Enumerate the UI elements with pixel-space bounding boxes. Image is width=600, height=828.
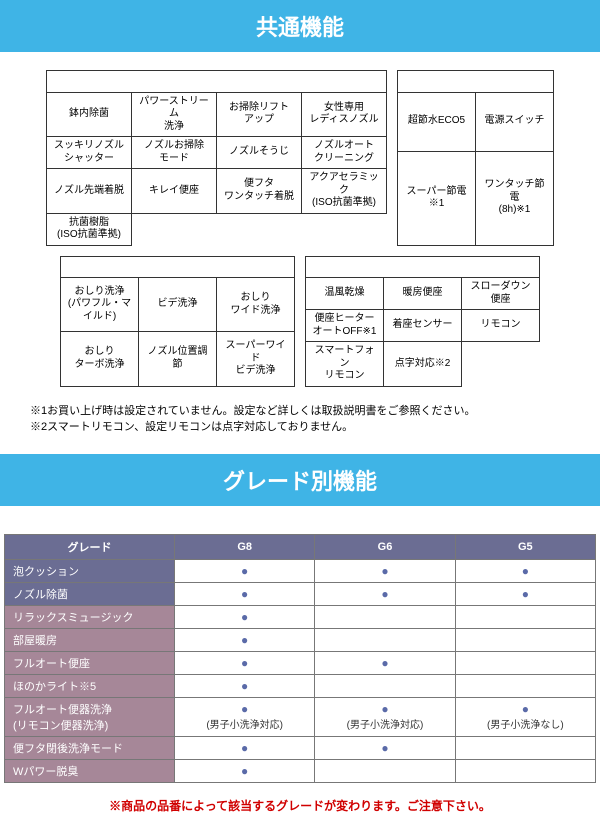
feature-cell: ノズルお掃除モード bbox=[132, 137, 217, 169]
kaiteki-header: 快適機能 bbox=[306, 256, 540, 278]
grade-cell bbox=[315, 605, 455, 628]
feature-cell bbox=[462, 342, 540, 387]
feature-cell: ノズル位置調節 bbox=[139, 332, 217, 386]
feature-cell: スマートフォンリモコン bbox=[306, 342, 384, 387]
senjou-table: 洗浄機能おしり洗浄(パワフル・マイルド)ビデ洗浄おしりワイド洗浄おしりターボ洗浄… bbox=[60, 256, 295, 387]
grade-row-label: 泡クッション bbox=[5, 559, 175, 582]
mid-tables-row: 洗浄機能おしり洗浄(パワフル・マイルド)ビデ洗浄おしりワイド洗浄おしりターボ洗浄… bbox=[0, 256, 600, 387]
feature-cell: おしり洗浄(パワフル・マイルド) bbox=[61, 278, 139, 332]
feature-cell: ノズル先端着脱 bbox=[47, 169, 132, 214]
feature-cell: 着座センサー bbox=[384, 310, 462, 342]
feature-cell: アクアセラミック(ISO抗菌準拠) bbox=[302, 169, 387, 214]
section2-title: グレード別機能 bbox=[0, 454, 600, 506]
feature-cell: ワンタッチ節電(8h)※1 bbox=[476, 151, 554, 245]
feature-cell: お掃除リフトアップ bbox=[217, 92, 302, 137]
grade-table: グレードG8G6G5 泡クッション●●●ノズル除菌●●●リラックスミュージック●… bbox=[4, 534, 596, 783]
grade-cell bbox=[455, 651, 595, 674]
grade-cell: ● bbox=[175, 759, 315, 782]
grade-cell: ● bbox=[175, 605, 315, 628]
feature-cell: 暖房便座 bbox=[384, 278, 462, 310]
grade-row-label: 便フタ閉後洗浄モード bbox=[5, 736, 175, 759]
grade-cell bbox=[455, 605, 595, 628]
grade-table-wrap: グレードG8G6G5 泡クッション●●●ノズル除菌●●●リラックスミュージック●… bbox=[0, 524, 600, 789]
grade-cell bbox=[455, 628, 595, 651]
feature-cell: スローダウン便座 bbox=[462, 278, 540, 310]
feature-cell: おしりターボ洗浄 bbox=[61, 332, 139, 386]
grade-cell: ●(男子小洗浄対応) bbox=[175, 697, 315, 736]
feature-cell: おしりワイド洗浄 bbox=[217, 278, 295, 332]
feature-cell: 女性専用レディスノズル bbox=[302, 92, 387, 137]
grade-cell: ● bbox=[315, 582, 455, 605]
grade-cell: ● bbox=[315, 651, 455, 674]
kirei-header: キレイ機能 bbox=[47, 71, 387, 93]
feature-cell: キレイ便座 bbox=[132, 169, 217, 214]
feature-cell: リモコン bbox=[462, 310, 540, 342]
feature-cell: 便座ヒーターオートOFF※1 bbox=[306, 310, 384, 342]
feature-cell: 温風乾燥 bbox=[306, 278, 384, 310]
kirei-table: キレイ機能鉢内除菌パワーストリーム洗浄お掃除リフトアップ女性専用レディスノズルス… bbox=[46, 70, 387, 246]
grade-row-label: ほのかライト※5 bbox=[5, 674, 175, 697]
grade-cell bbox=[315, 628, 455, 651]
grade-cell: ● bbox=[175, 582, 315, 605]
grade-cell: ● bbox=[455, 582, 595, 605]
grade-row-label: フルオート便座 bbox=[5, 651, 175, 674]
kaiteki-table: 快適機能温風乾燥暖房便座スローダウン便座便座ヒーターオートOFF※1着座センサー… bbox=[305, 256, 540, 387]
grade-row-label: Wパワー脱臭 bbox=[5, 759, 175, 782]
grade-col-header: G5 bbox=[455, 534, 595, 559]
grade-cell: ● bbox=[175, 559, 315, 582]
feature-cell: スーパー節電※1 bbox=[398, 151, 476, 245]
grade-cell: ● bbox=[175, 628, 315, 651]
grade-row-label: ノズル除菌 bbox=[5, 582, 175, 605]
feature-cell: ノズルそうじ bbox=[217, 137, 302, 169]
feature-cell: ノズルオートクリーニング bbox=[302, 137, 387, 169]
grade-col-header: G8 bbox=[175, 534, 315, 559]
feature-cell: パワーストリーム洗浄 bbox=[132, 92, 217, 137]
grade-cell bbox=[455, 759, 595, 782]
senjou-header: 洗浄機能 bbox=[61, 256, 295, 278]
warning-text: ※商品の品番によって該当するグレードが変わります。ご注意下さい。 bbox=[0, 789, 600, 828]
notes: ※1お買い上げ時は設定されていません。設定など詳しくは取扱説明書をご参照ください… bbox=[0, 397, 600, 454]
grade-cell: ●(男子小洗浄なし) bbox=[455, 697, 595, 736]
grade-cell: ● bbox=[175, 651, 315, 674]
grade-row-label: 部屋暖房 bbox=[5, 628, 175, 651]
grade-cell: ● bbox=[455, 559, 595, 582]
grade-col-header: G6 bbox=[315, 534, 455, 559]
eco-table: エコ機能超節水ECO5電源スイッチスーパー節電※1ワンタッチ節電(8h)※1 bbox=[397, 70, 554, 246]
feature-cell: 電源スイッチ bbox=[476, 92, 554, 151]
top-tables-row: キレイ機能鉢内除菌パワーストリーム洗浄お掃除リフトアップ女性専用レディスノズルス… bbox=[0, 70, 600, 246]
feature-cell: 超節水ECO5 bbox=[398, 92, 476, 151]
grade-row-label: フルオート便器洗浄(リモコン便器洗浄) bbox=[5, 697, 175, 736]
grade-cell: ● bbox=[175, 674, 315, 697]
grade-cell: ● bbox=[175, 736, 315, 759]
grade-cell bbox=[315, 759, 455, 782]
feature-cell: 便フタワンタッチ着脱 bbox=[217, 169, 302, 214]
feature-cell bbox=[302, 213, 387, 245]
feature-cell: ビデ洗浄 bbox=[139, 278, 217, 332]
note-2: ※2スマートリモコン、設定リモコンは点字対応しておりません。 bbox=[30, 419, 570, 436]
feature-cell: スッキリノズルシャッター bbox=[47, 137, 132, 169]
feature-cell: スーパーワイドビデ洗浄 bbox=[217, 332, 295, 386]
grade-cell: ● bbox=[315, 559, 455, 582]
grade-cell: ●(男子小洗浄対応) bbox=[315, 697, 455, 736]
eco-header: エコ機能 bbox=[398, 71, 554, 93]
feature-cell: 点字対応※2 bbox=[384, 342, 462, 387]
feature-cell: 抗菌樹脂(ISO抗菌準拠) bbox=[47, 213, 132, 245]
section1-title: 共通機能 bbox=[0, 0, 600, 52]
grade-cell: ● bbox=[315, 736, 455, 759]
feature-cell: 鉢内除菌 bbox=[47, 92, 132, 137]
grade-cell bbox=[455, 736, 595, 759]
feature-cell bbox=[217, 213, 302, 245]
grade-row-label: リラックスミュージック bbox=[5, 605, 175, 628]
grade-cell bbox=[315, 674, 455, 697]
grade-cell bbox=[455, 674, 595, 697]
note-1: ※1お買い上げ時は設定されていません。設定など詳しくは取扱説明書をご参照ください… bbox=[30, 403, 570, 420]
feature-cell bbox=[132, 213, 217, 245]
grade-header-first: グレード bbox=[5, 534, 175, 559]
